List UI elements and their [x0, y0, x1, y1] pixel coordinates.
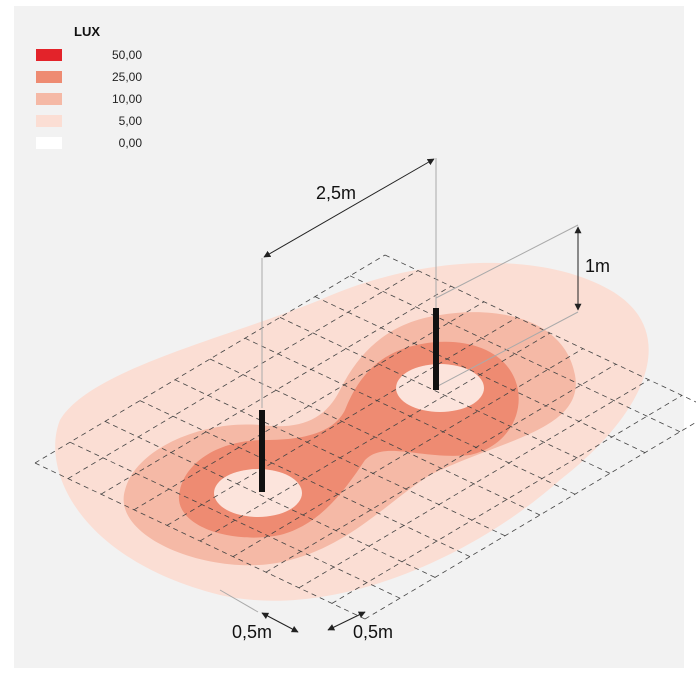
- legend-item: 0,00: [36, 136, 156, 150]
- grid-line: [331, 395, 683, 604]
- grid-line: [67, 270, 419, 479]
- center-ring-left: [214, 469, 302, 517]
- height-guide-top: [435, 224, 579, 299]
- grid-line: [209, 358, 541, 516]
- grid-line: [232, 348, 584, 557]
- grid-line: [265, 363, 617, 573]
- grid-line: [166, 317, 518, 526]
- legend-swatch: [36, 49, 62, 61]
- grid-line: [279, 317, 611, 474]
- legend-swatch: [36, 137, 62, 149]
- legend-value: 25,00: [111, 70, 142, 84]
- spacing-dimension-line: [263, 158, 435, 258]
- grid-line: [199, 332, 551, 542]
- grid-line: [34, 254, 386, 464]
- grid-width-arrow-left: [261, 612, 299, 633]
- grid-spacing-label-left: 0,5m: [232, 622, 273, 642]
- grid-line: [133, 301, 485, 511]
- legend-swatch: [36, 115, 62, 127]
- light-pole-left: [259, 410, 265, 492]
- legend-value: 0,00: [118, 136, 142, 150]
- legend-item: 25,00: [36, 70, 156, 84]
- height-guide-bottom: [435, 311, 579, 388]
- legend-value: 5,00: [118, 114, 142, 128]
- grid-width-arrow-right: [327, 611, 366, 631]
- legend-item: 50,00: [36, 48, 156, 62]
- legend-item: 5,00: [36, 114, 156, 128]
- legend-title: LUX: [74, 24, 100, 39]
- spacing-label: 2,5m: [316, 183, 357, 203]
- grid-line: [298, 379, 650, 589]
- legend-value: 10,00: [111, 92, 142, 106]
- grid-width-guide-1: [219, 589, 259, 613]
- grid-line: [100, 285, 452, 495]
- center-ring-right: [396, 364, 484, 412]
- grid-line: [349, 275, 681, 433]
- legend-swatch: [36, 71, 62, 83]
- height-label: 1m: [585, 256, 611, 276]
- legend-swatch: [36, 93, 62, 105]
- grid-line: [364, 421, 696, 620]
- legend-item: 10,00: [36, 92, 156, 106]
- legend-value: 50,00: [111, 48, 142, 62]
- grid-spacing-label-right: 0,5m: [353, 622, 394, 642]
- grid-line: [139, 400, 471, 557]
- floor-grid: [34, 254, 696, 620]
- light-pole-right: [433, 308, 439, 390]
